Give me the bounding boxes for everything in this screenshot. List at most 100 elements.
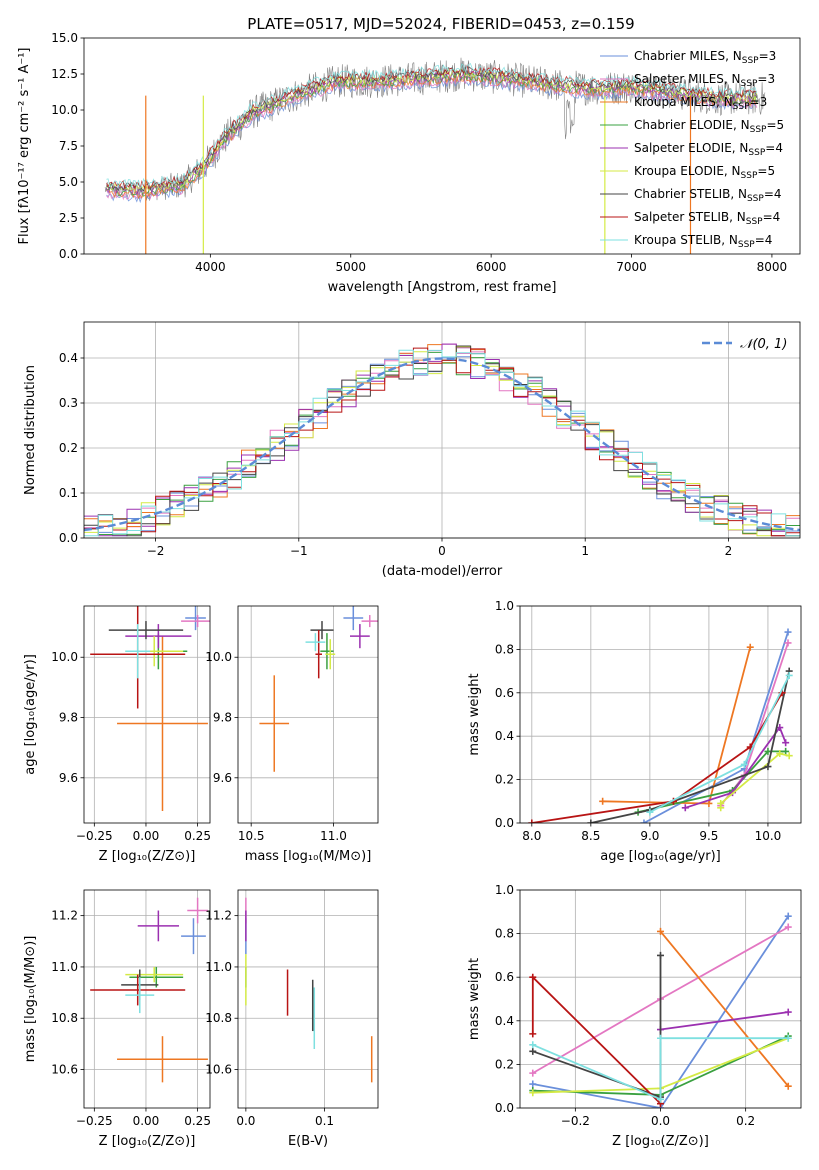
axes-age_vs_Z: −0.25 0.00 0.25 9.6 9.8 10.0 Z [log₁₀(Z/Z⊙)] ag…: [23, 605, 211, 864]
histogram-step: [84, 347, 800, 537]
y-tick-label: 0.2: [495, 773, 514, 787]
x-tick-label: 0: [438, 544, 446, 558]
series-line: [685, 725, 787, 809]
series-marker: [529, 973, 537, 981]
x-tick-label: 5000: [335, 260, 366, 274]
axes-mass_vs_Z: −0.25 0.00 0.25 10.6 10.8 11.0 11.2 Z [log₁₀(Z/…: [23, 889, 211, 1149]
x-tick-label: 8.5: [581, 829, 600, 843]
series-marker: [784, 1082, 792, 1090]
plot-area-mass_weight_vs_Z: [529, 912, 792, 1108]
series-marker: [587, 819, 595, 823]
x-tick-label: 0.0: [236, 1114, 255, 1128]
x-tick-label: 1: [581, 544, 589, 558]
x-axis-label: E(B-V): [288, 1134, 328, 1149]
x-tick-label: 9.0: [640, 829, 659, 843]
series-line: [590, 670, 791, 823]
axes-frame: [83, 605, 211, 824]
y-tick-label: 9.6: [59, 771, 78, 785]
y-tick-label: 11.2: [51, 909, 78, 923]
series-marker: [529, 1089, 537, 1097]
y-axis-label: mass [log₁₀(M/M⊙)]: [23, 936, 38, 1063]
x-axis-label: age [log₁₀(age/yr)]: [600, 849, 721, 864]
plot-area-age_vs_Z: [90, 606, 210, 811]
legend-entry: Chabrier ELODIE, NSSP=5: [634, 118, 784, 135]
y-tick-label: 10.6: [51, 1063, 78, 1077]
x-tick-label: 10.5: [238, 829, 265, 843]
y-axis-label: Normed distribution: [23, 365, 38, 495]
y-tick-label: 0.6: [495, 686, 514, 700]
x-tick-label: 0.00: [133, 829, 160, 843]
y-tick-label: 10.0: [51, 103, 78, 117]
error-point: [117, 1036, 208, 1083]
y-tick-label: 0.4: [495, 729, 514, 743]
series-marker: [657, 1095, 664, 1103]
y-tick-label: 10.0: [205, 650, 232, 664]
series-line: [637, 750, 786, 813]
series-marker: [784, 1034, 792, 1042]
series-line: [531, 975, 662, 1105]
y-tick-label: 0.3: [59, 396, 78, 410]
y-tick-label: 7.5: [59, 139, 78, 153]
axes-frame: [237, 605, 379, 824]
plot-area-mass_vs_Z: [90, 897, 208, 1083]
error-point: [181, 918, 206, 955]
x-tick-label: 0.1: [315, 1114, 334, 1128]
error-point: [185, 606, 206, 631]
series-marker: [529, 1030, 537, 1038]
axes-mass_weight_vs_Z: −0.2 0.0 0.2 0.0 0.2 0.4 0.6 0.8 1.0 Z [log₁₀(Z/Z…: [467, 883, 802, 1149]
y-tick-label: 0.1: [59, 486, 78, 500]
series-marker: [784, 628, 792, 636]
normal-curve: [84, 357, 800, 532]
legend-spectrum: Chabrier MILES, NSSP=3 Salpeter MILES, NS…: [600, 49, 784, 250]
plot-area-spectrum: [104, 57, 766, 254]
error-point: [305, 633, 326, 652]
plot-area-mass_vs_ebv: [245, 897, 373, 1083]
series-marker: [657, 927, 664, 935]
axes-frame: [83, 321, 801, 539]
x-tick-label: −2: [147, 544, 165, 558]
grid-mass_weight_vs_age: [520, 605, 801, 824]
axes-frame: [83, 37, 801, 255]
series-marker: [529, 1080, 537, 1088]
series-marker: [746, 643, 754, 651]
model-spectrum: [106, 70, 758, 197]
grid-mass_vs_Z: [84, 890, 210, 1108]
series-marker: [529, 1047, 537, 1055]
x-tick-label: −0.25: [76, 829, 113, 843]
error-point: [125, 624, 192, 649]
y-axis-label: mass weight: [467, 673, 482, 755]
error-point: [125, 977, 155, 1014]
y-axis-label: mass weight: [467, 958, 482, 1040]
grid-age_vs_mass: [238, 606, 378, 823]
series-marker: [764, 763, 772, 771]
axes-residuals: −2 −1 0 1 2 0.0 0.1 0.2 0.3 0.4 (data-model)/error…: [23, 321, 801, 579]
axes-age_vs_mass: 10.5 11.0 9.6 9.8 10.0 mass [log₁₀(M/M⊙)]: [205, 605, 379, 864]
x-tick-label: 4000: [195, 260, 226, 274]
x-axis-label: Z [log₁₀(Z/Z⊙)]: [99, 1134, 196, 1149]
legend-residuals: 𝒩(0, 1): [702, 337, 787, 352]
y-axis-label: age [log₁₀(age/yr)]: [23, 654, 38, 775]
series-marker: [784, 1008, 792, 1016]
y-tick-label: 12.5: [51, 67, 78, 81]
plot-area-mass_weight_vs_age: [528, 628, 793, 823]
y-tick-label: 9.6: [213, 771, 232, 785]
error-point: [325, 639, 336, 670]
y-tick-label: 1.0: [495, 883, 514, 897]
series-line: [602, 646, 752, 805]
y-tick-label: 0.0: [495, 1101, 514, 1115]
y-tick-label: 11.0: [205, 960, 232, 974]
error-point: [343, 606, 364, 631]
axes-frame: [83, 889, 211, 1109]
y-tick-label: 11.0: [51, 960, 78, 974]
error-point: [361, 615, 378, 628]
axes-frame: [519, 605, 802, 824]
axes-frame: [237, 889, 379, 1109]
legend-entry: Kroupa ELODIE, NSSP=5: [634, 164, 775, 181]
series-marker: [764, 747, 772, 755]
x-tick-label: 0.00: [133, 1114, 160, 1128]
error-point: [181, 615, 210, 628]
series-line: [531, 692, 783, 823]
y-tick-label: 10.0: [51, 650, 78, 664]
series-marker: [776, 750, 784, 758]
x-tick-label: 7000: [616, 260, 647, 274]
